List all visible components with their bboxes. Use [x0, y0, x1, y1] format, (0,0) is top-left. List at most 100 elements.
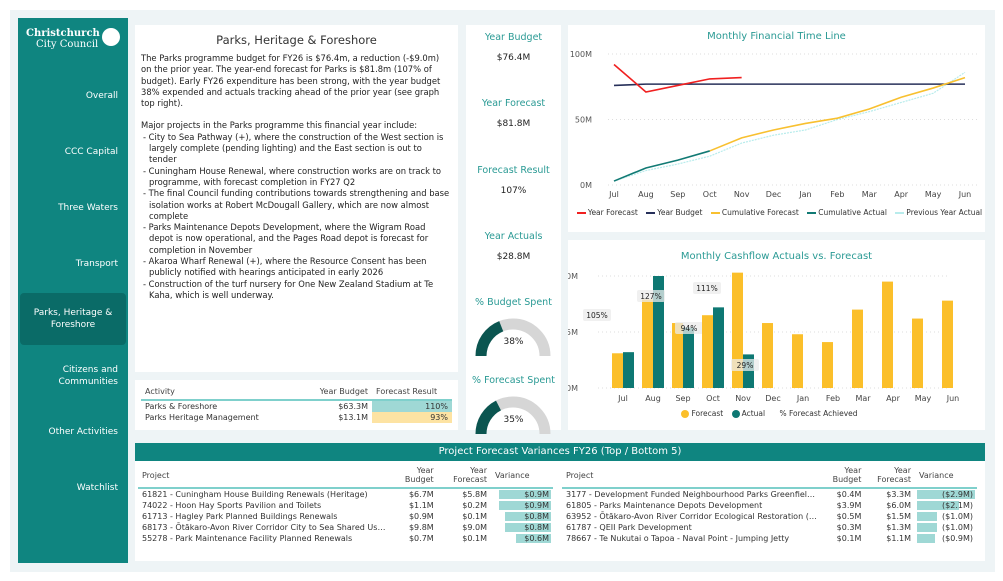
- gauge-fill: [475, 321, 504, 357]
- bar-actual: [743, 354, 754, 388]
- x-tick-label: Oct: [703, 190, 717, 199]
- pct-label: 111%: [696, 284, 717, 293]
- cell: 61821 - Cuningham House Building Renewal…: [142, 490, 368, 499]
- table-row[interactable]: 61821 - Cuningham House Building Renewal…: [138, 488, 553, 500]
- bar-forecast: [702, 315, 713, 388]
- legend-swatch: [895, 212, 905, 214]
- gauge-value: 35%: [503, 415, 524, 425]
- gauge-chart: [475, 318, 551, 357]
- cell: $0.1M: [836, 534, 862, 543]
- table-row[interactable]: 74022 - Hoon Hay Sports Pavilion and Toi…: [138, 500, 553, 511]
- col-header[interactable]: Project: [562, 463, 821, 489]
- col-year-budget[interactable]: Year Budget: [298, 384, 372, 401]
- bar-forecast: [852, 309, 863, 388]
- cell: $1.3M: [886, 523, 911, 532]
- variance-value: $0.9M: [524, 490, 549, 499]
- cell: 3177 - Development Funded Neighbourhood …: [566, 490, 816, 499]
- cell: $3.9M: [836, 501, 862, 510]
- legend-label: Year Forecast: [587, 208, 638, 217]
- series-line-cumulative-forecast: [709, 76, 966, 152]
- gauge-forecast-spent: % Forecast Spent 35%: [466, 375, 561, 440]
- line-chart: 0M 50M 100M Jul Aug Sep Oct Nov Dec Jan Feb Mar Apr M…: [570, 50, 978, 199]
- y-tick-label: 0M: [568, 384, 578, 393]
- x-tick-label: Feb: [826, 394, 840, 403]
- bar-forecast: [642, 299, 653, 388]
- table-row: Parks Heritage Management $13.1M 93%: [141, 412, 452, 423]
- legend-swatch: [807, 212, 817, 214]
- nav-other-activities[interactable]: Other Activities: [48, 427, 118, 437]
- variance-cell: ($1.0M): [915, 511, 977, 522]
- kpi-value: $28.8M: [496, 252, 531, 262]
- kpi-label: Forecast Result: [477, 165, 550, 176]
- col-header[interactable]: Year Budget: [389, 463, 438, 489]
- variance-bar: [917, 523, 937, 532]
- table-row[interactable]: 68173 - Ōtākaro-Avon River Corridor City…: [138, 522, 553, 533]
- kpi-year-budget: Year Budget $76.4M: [466, 32, 561, 63]
- legend-label: Actual: [741, 409, 766, 418]
- variance-value: $0.9M: [524, 501, 549, 510]
- table-row[interactable]: 61787 - QEII Park Development $0.3M $1.3M (…: [562, 522, 977, 533]
- x-tick-label: Nov: [734, 190, 750, 199]
- table-row[interactable]: 3177 - Development Funded Neighbourhood …: [562, 488, 977, 500]
- activity-table-panel: Activity Year Budget Forecast Result Parks…: [135, 380, 458, 430]
- legend-label: Cumulative Forecast: [721, 208, 799, 217]
- cell: $0.7M: [408, 534, 434, 543]
- bar-forecast: [942, 300, 953, 388]
- x-tick-label: Jul: [608, 190, 619, 199]
- bar-chart: 0M 5M 10M Jul 105% Aug 127% Sep 94% Oct 111% Nov 29%…: [568, 272, 960, 403]
- variance-bar: [499, 490, 551, 499]
- col-header[interactable]: Variance: [915, 463, 977, 489]
- col-header[interactable]: Variance: [491, 463, 553, 489]
- x-tick-label: Jul: [617, 394, 628, 403]
- cell: $63.3M: [338, 402, 368, 411]
- col-header[interactable]: Project: [138, 463, 390, 489]
- cell: $0.1M: [462, 512, 487, 521]
- nav-ccc-capital[interactable]: CCC Capital: [64, 147, 118, 157]
- nav-overall[interactable]: Overall: [85, 91, 118, 101]
- variance-cell: $0.8M: [491, 511, 553, 522]
- table-row[interactable]: 55278 - Park Maintenance Facility Planne…: [138, 533, 553, 544]
- kpi-label: Year Actuals: [484, 231, 543, 242]
- col-activity[interactable]: Activity: [141, 384, 299, 401]
- series-line-previous-year-actual: [613, 71, 966, 182]
- cell: Parks Heritage Management: [145, 413, 259, 422]
- x-tick-label: Jun: [946, 394, 960, 403]
- bullet: - The final Council funding contribution…: [143, 188, 450, 221]
- nav-citizens-communities[interactable]: Citizens and Communities: [58, 365, 119, 387]
- bar-forecast: [792, 334, 803, 388]
- cell: $0.9M: [408, 512, 434, 521]
- x-tick-label: Feb: [830, 190, 844, 199]
- col-header[interactable]: Year Forecast: [437, 463, 491, 489]
- variance-bar: [516, 534, 551, 543]
- variance-bar: [505, 512, 551, 521]
- table-row: Parks & Foreshore $63.3M 110%: [141, 400, 452, 412]
- summary-para1: The Parks programme budget for FY26 is $…: [141, 53, 441, 109]
- nav-watchlist[interactable]: Watchlist: [76, 483, 118, 493]
- col-forecast-result[interactable]: Forecast Result: [372, 384, 452, 401]
- summary-title: Parks, Heritage & Foreshore: [216, 33, 377, 47]
- col-header[interactable]: Year Budget: [820, 463, 866, 489]
- col-header[interactable]: Year Forecast: [865, 463, 915, 489]
- nav-three-waters[interactable]: Three Waters: [58, 203, 118, 213]
- x-tick-label: Jan: [796, 394, 809, 403]
- nav-parks-heritage-foreshore[interactable]: Parks, Heritage & Foreshore: [20, 293, 126, 345]
- table-row[interactable]: 78667 - Te Nukutai o Tapoa - Naval Point…: [562, 533, 977, 544]
- gauge-value: 38%: [503, 337, 524, 347]
- bar-actual: [653, 276, 664, 388]
- legend-label: Previous Year Actual: [906, 208, 983, 217]
- variance-value: $0.6M: [524, 534, 549, 543]
- table-row[interactable]: 61805 - Parks Maintenance Depots Develop…: [562, 500, 977, 511]
- variance-value: ($2.9M): [942, 490, 973, 499]
- pct-label-bg: [731, 359, 759, 371]
- variance-bar: [917, 534, 935, 543]
- table-row[interactable]: 61713 - Hagley Park Planned Buildings Re…: [138, 511, 553, 522]
- variance-bottom-table: Project Year Budget Year Forecast Variance 3…: [562, 463, 977, 544]
- variance-value: $0.8M: [524, 523, 549, 532]
- y-tick-label: 100M: [570, 50, 592, 59]
- nav-transport[interactable]: Transport: [75, 259, 118, 269]
- bullet: - City to Sea Pathway (+), where the con…: [143, 131, 444, 165]
- bar-forecast: [672, 323, 683, 388]
- table-row[interactable]: 63952 - Ōtākaro-Avon River Corridor Ecol…: [562, 511, 977, 522]
- series-line-cumulative-actual: [613, 150, 710, 182]
- cell: 61805 - Parks Maintenance Depots Develop…: [566, 501, 763, 510]
